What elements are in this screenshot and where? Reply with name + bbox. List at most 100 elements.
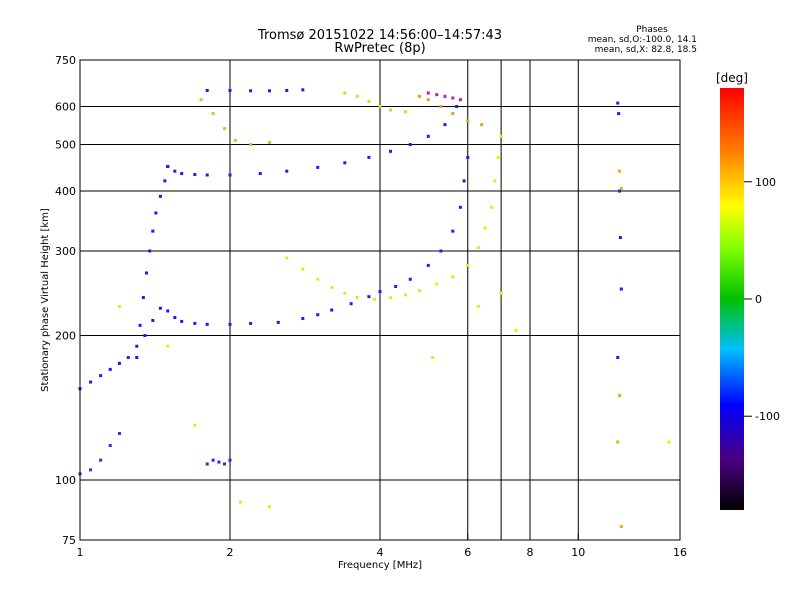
data-point <box>249 89 253 93</box>
data-point <box>316 313 320 317</box>
data-point <box>158 306 162 310</box>
data-point <box>616 355 620 359</box>
data-point <box>239 500 243 504</box>
data-point <box>158 194 162 198</box>
data-point <box>617 112 621 116</box>
x-tick-label: 4 <box>377 546 384 559</box>
data-point <box>180 319 184 323</box>
data-point <box>148 249 152 253</box>
data-point <box>117 304 121 308</box>
data-point <box>514 328 518 332</box>
data-point <box>249 143 253 147</box>
data-point <box>378 290 382 294</box>
data-point <box>493 179 497 183</box>
data-point <box>408 277 412 281</box>
data-point <box>145 271 149 275</box>
data-point <box>217 460 221 464</box>
data-point <box>435 282 439 286</box>
data-point <box>618 169 622 173</box>
data-point <box>451 112 455 116</box>
data-point <box>355 296 359 300</box>
data-point <box>228 322 232 326</box>
data-point <box>417 289 421 293</box>
data-point <box>258 172 262 176</box>
data-point <box>285 169 289 173</box>
data-point <box>173 316 177 320</box>
y-tick-label: 75 <box>62 534 76 547</box>
data-point <box>618 189 622 193</box>
data-point <box>330 308 334 312</box>
data-point <box>466 263 470 267</box>
data-point <box>667 440 671 444</box>
data-point <box>426 91 430 95</box>
data-point <box>496 155 500 159</box>
data-point <box>466 119 470 123</box>
data-point <box>367 155 371 159</box>
data-point <box>89 468 93 472</box>
grid-lines <box>80 60 680 540</box>
y-tick-label: 300 <box>55 245 76 258</box>
data-point <box>619 287 623 291</box>
data-point <box>349 302 353 306</box>
data-point <box>343 91 347 95</box>
data-point <box>476 304 480 308</box>
data-point <box>403 293 407 297</box>
data-point <box>249 321 253 325</box>
data-point <box>89 380 93 384</box>
data-point <box>180 172 184 176</box>
data-point <box>211 112 215 116</box>
y-tick-label: 100 <box>55 474 76 487</box>
data-point <box>285 256 289 260</box>
colorbar <box>720 88 744 510</box>
data-point <box>316 277 320 281</box>
data-point <box>166 344 170 348</box>
data-point <box>343 291 347 295</box>
data-point <box>389 296 393 300</box>
data-point <box>435 93 439 97</box>
y-tick-label: 750 <box>55 54 76 67</box>
chart-subtitle: RwPretec (8p) <box>334 41 425 56</box>
data-point <box>426 263 430 267</box>
data-point <box>378 105 382 109</box>
y-axis-label: Stationary phase Virtual Height [km] <box>40 208 51 392</box>
data-point <box>193 423 197 427</box>
data-point <box>499 291 503 295</box>
data-point <box>276 320 280 324</box>
data-point <box>439 105 443 109</box>
data-point <box>108 367 112 371</box>
data-point <box>483 226 487 230</box>
data-point <box>193 321 197 325</box>
data-point <box>616 101 620 105</box>
data-point <box>117 432 121 436</box>
data-point <box>443 123 447 127</box>
data-point <box>223 126 227 130</box>
stats-line-x: mean, sd,X: 82.8, 18.5 <box>595 45 697 55</box>
data-point <box>443 94 447 98</box>
data-point <box>126 355 130 359</box>
data-point <box>480 123 484 127</box>
data-point <box>151 318 155 322</box>
data-point <box>462 179 466 183</box>
data-point <box>466 155 470 159</box>
data-point <box>143 334 147 338</box>
data-point <box>99 374 103 378</box>
x-axis-label: Frequency [MHz] <box>338 560 422 571</box>
data-point <box>301 88 305 92</box>
data-point <box>451 96 455 100</box>
stats-line-o: mean, sd,O:-100.0, 14.1 <box>588 35 697 45</box>
data-point <box>199 98 203 102</box>
data-point <box>476 246 480 250</box>
data-point <box>108 444 112 448</box>
data-point <box>367 99 371 103</box>
data-point <box>99 458 103 462</box>
stats-title: Phases <box>636 25 668 35</box>
colorbar-tick-label: 0 <box>755 293 762 306</box>
data-point <box>267 89 271 93</box>
data-point <box>343 161 347 165</box>
x-tick-label: 2 <box>227 546 234 559</box>
data-point <box>619 186 623 190</box>
data-point <box>166 164 170 168</box>
colorbar-tick-label: 100 <box>755 176 776 189</box>
data-point <box>223 462 227 466</box>
